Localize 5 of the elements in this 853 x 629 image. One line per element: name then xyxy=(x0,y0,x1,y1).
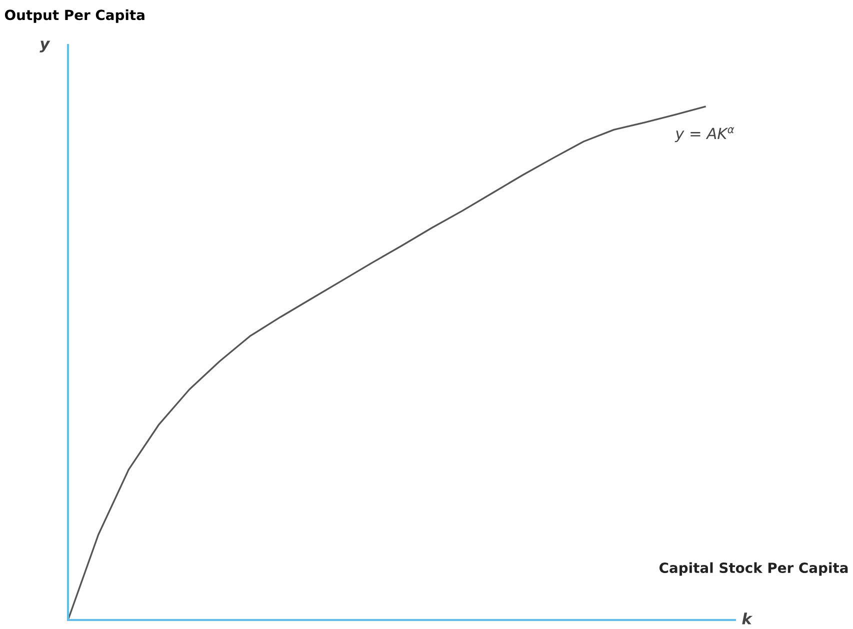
annotation: y = AK$^{α}$ xyxy=(674,127,734,142)
annotation: Capital Stock Per Capita xyxy=(660,562,848,576)
y-axis-title: y xyxy=(40,40,50,52)
chart-title: Output Per Capita xyxy=(4,9,144,23)
x-axis-title: k xyxy=(742,612,753,624)
